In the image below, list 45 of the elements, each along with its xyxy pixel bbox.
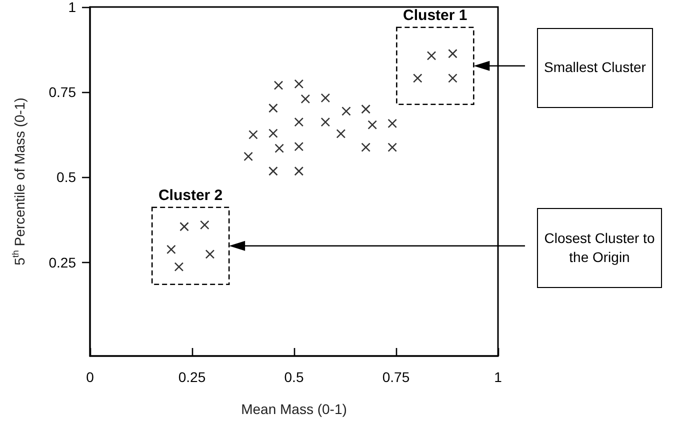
x-tick-label: 0 [86,369,94,385]
point [268,128,278,138]
point [342,106,351,116]
point [294,166,304,176]
x-tick-label: 0.5 [284,369,304,385]
series-label: Cluster 2 [158,187,223,204]
point [361,104,370,114]
point [336,129,346,138]
x-tick-label: 0.25 [178,369,206,385]
point [368,120,377,130]
x-tick-label: 0.75 [382,369,410,385]
x-tick-label: 1 [494,369,502,385]
series-label: Cluster 1 [403,7,468,24]
point [274,80,284,90]
point [294,117,304,127]
point [274,144,284,153]
point [166,244,176,254]
point [268,166,278,176]
y-tick-label: 0.25 [48,254,76,270]
point [426,51,436,60]
point [300,94,310,104]
point [180,222,189,232]
x-axis-title: Mean Mass (0-1) [241,401,347,417]
point [388,118,397,128]
point [244,152,253,162]
point [388,142,397,152]
point [174,262,184,272]
point [294,79,304,89]
point [320,93,330,103]
point [200,220,210,230]
point [412,74,422,83]
callout-box: Closest Cluster to the Origin [537,208,662,288]
point [205,250,215,259]
point [448,48,458,58]
y-tick-label: 0.5 [56,169,76,186]
point [361,142,370,152]
point [268,103,278,113]
callout-box: Smallest Cluster [537,28,653,108]
y-axis-title: 5th Percentile of Mass (0-1) [10,98,28,266]
y-tick-label: 0.75 [48,84,76,100]
y-tick-label: 1 [68,0,76,15]
point [294,142,304,152]
point [320,117,330,127]
point [248,130,258,140]
point [448,74,458,83]
